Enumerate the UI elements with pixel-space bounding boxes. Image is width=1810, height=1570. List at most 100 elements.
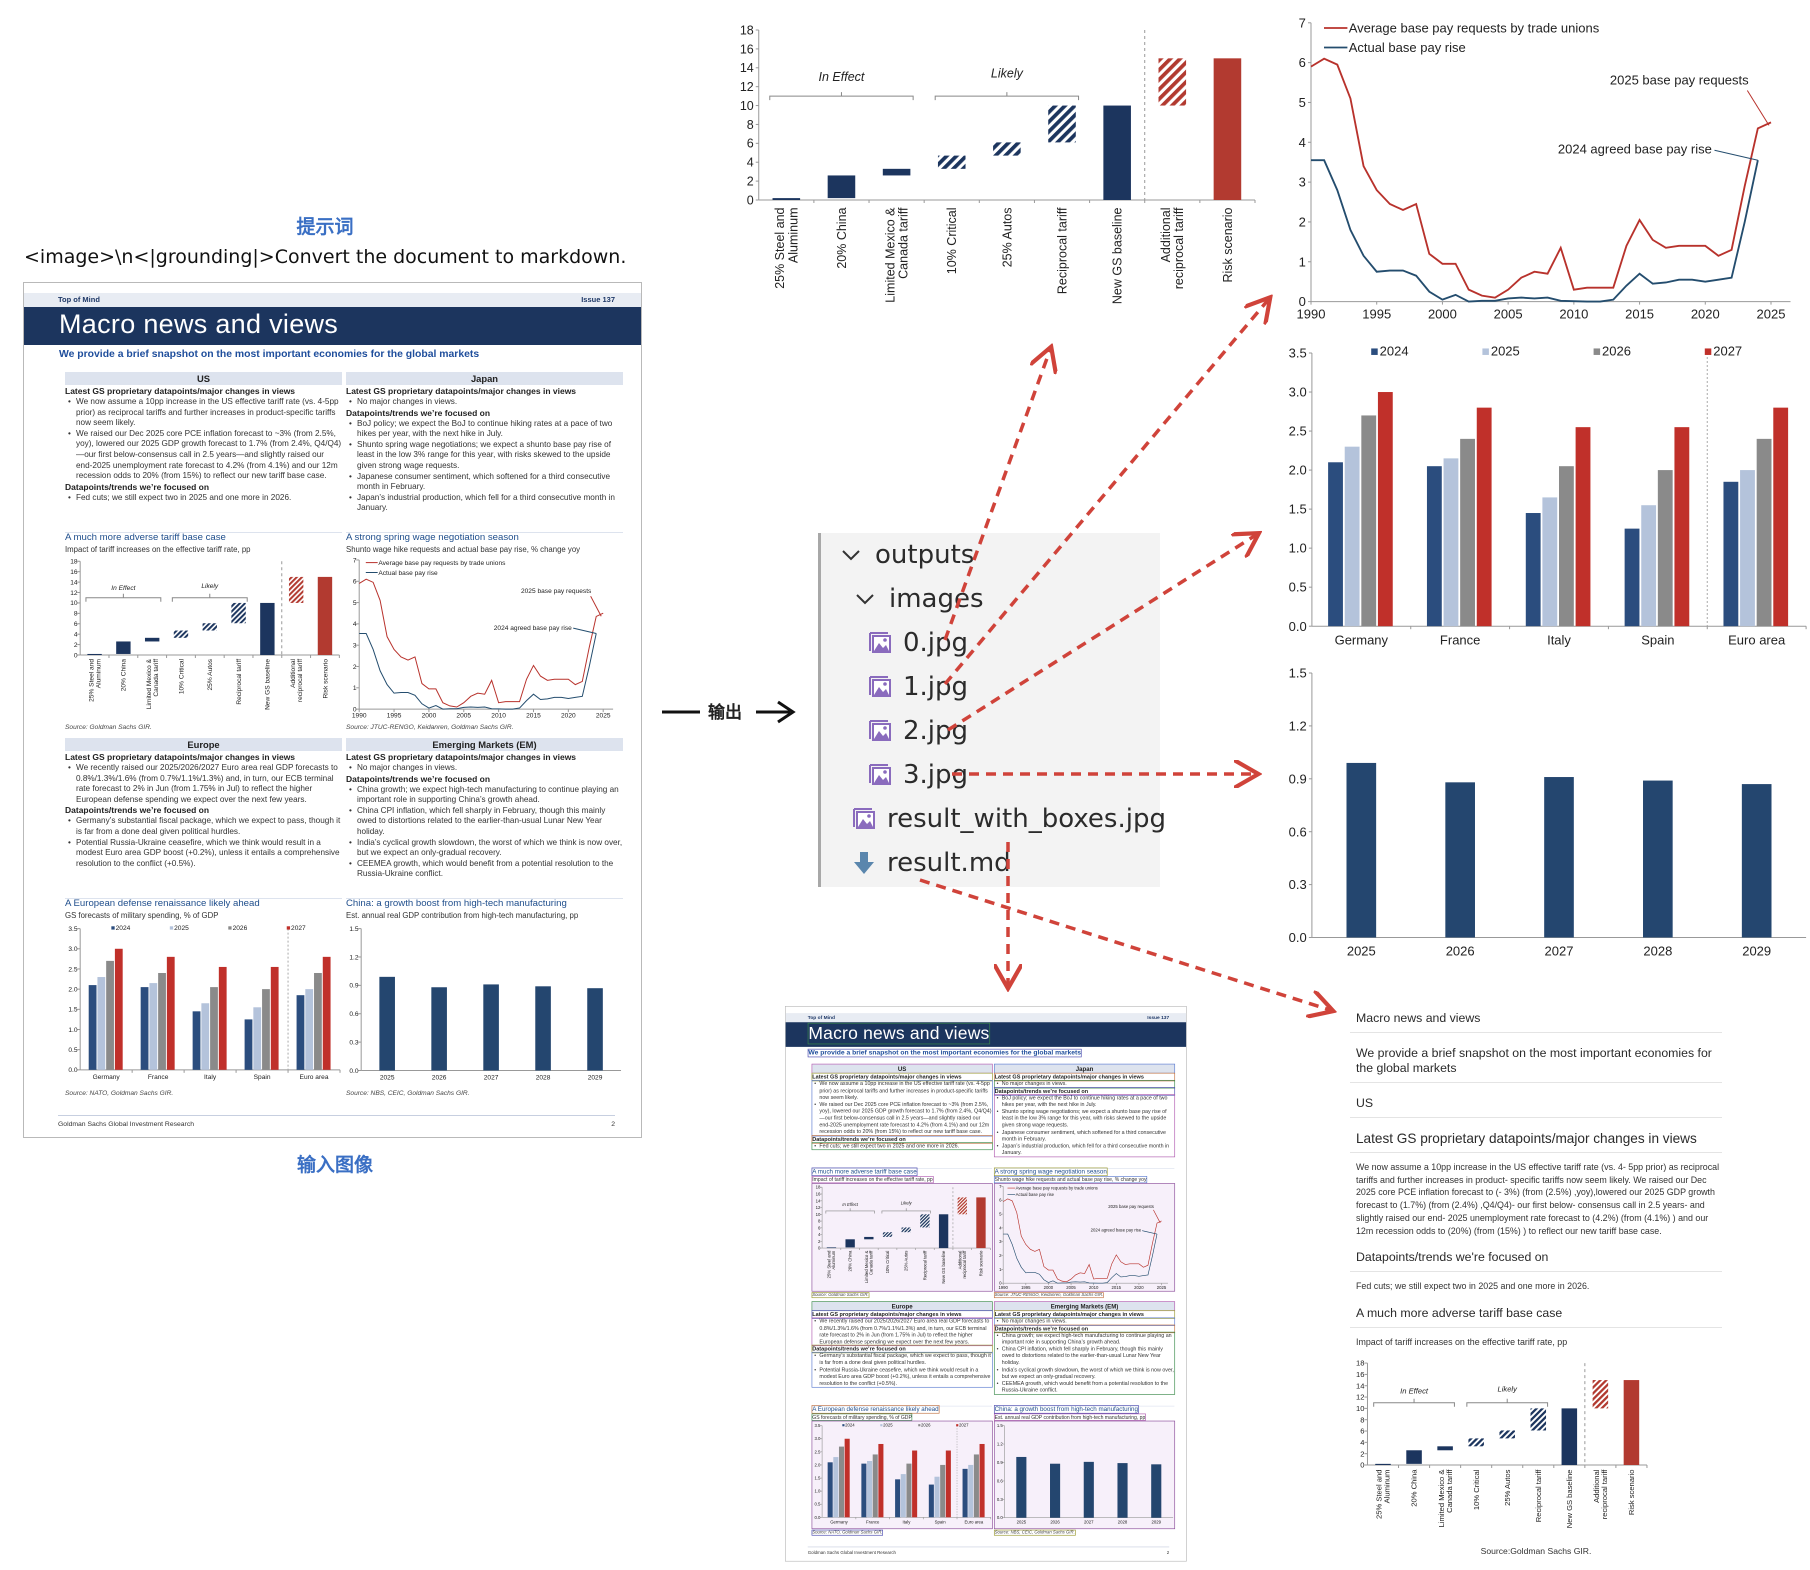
legend-label: 2026	[233, 925, 248, 932]
block-heading: Latest GS proprietary datapoints/major c…	[993, 1310, 1176, 1319]
y-tick-label: 1.5	[1289, 666, 1307, 681]
bar	[288, 576, 304, 603]
x-tick-label: 2025	[1017, 1520, 1027, 1525]
x-tick-label: 25% Steel and	[827, 1250, 832, 1278]
bullet-item: We recently raised our 2025/2026/2027 Eu…	[65, 763, 342, 805]
bullet-item: No major changes in views.	[346, 763, 623, 774]
file-tree-item-3-jpg[interactable]: 3.jpg	[867, 757, 968, 793]
section-chart: 0 2 4 6 8 10 12 14 16 18 25% Steel and Aluminum 20% …	[70, 559, 340, 710]
section-us: US Latest GS proprietary datapoints/major…	[65, 372, 342, 731]
bar	[906, 1463, 912, 1518]
bar	[149, 983, 158, 1070]
chevron-down-icon[interactable]	[853, 587, 877, 611]
file-tree-item-0-jpg[interactable]: 0.jpg	[867, 625, 968, 661]
x-tick-label: 2026	[1446, 944, 1475, 959]
bar	[296, 995, 305, 1070]
x-tick-label: reciprocal tariff	[297, 659, 304, 702]
bullet-item: We raised our Dec 2025 core PCE inflatio…	[65, 429, 342, 482]
bar	[838, 1446, 845, 1518]
bar	[1657, 470, 1673, 627]
x-tick-label: Aluminum	[786, 208, 800, 264]
x-tick-label: 2015	[526, 713, 541, 720]
annotation-arrow	[590, 595, 602, 617]
bar	[1773, 407, 1789, 627]
bullet-item: Potential Russia-Ukraine ceasefire, whic…	[65, 838, 342, 870]
y-tick-label: 7	[1299, 15, 1306, 30]
bullet-item: We now assume a 10pp increase in the US …	[812, 1081, 992, 1102]
section-body: Latest GS proprietary datapoints/major c…	[993, 1072, 1176, 1169]
bar	[912, 1450, 918, 1518]
chevron-down-icon[interactable]	[839, 543, 863, 567]
y-tick-label: 5	[1299, 95, 1306, 110]
legend-swatch	[918, 1424, 921, 1427]
y-tick-label: 2.0	[1289, 463, 1307, 478]
y-tick-label: 12	[70, 590, 78, 597]
annotation-arrow	[1153, 1209, 1161, 1224]
bullet-item: Potential Russia-Ukraine ceasefire, whic…	[812, 1367, 992, 1388]
bullet-list: We now assume a 10pp increase in the US …	[811, 1079, 993, 1137]
bullet-item: India’s cyclical growth slowdown, the wo…	[995, 1367, 1175, 1381]
x-tick-label: 2028	[536, 1075, 551, 1082]
text-block: Latest GS proprietary datapoints/major c…	[993, 1072, 1176, 1089]
file-tree-item-2-jpg[interactable]: 2.jpg	[867, 713, 968, 749]
x-tick-label: 2005	[456, 713, 471, 720]
group-bracket	[1373, 1398, 1455, 1407]
block-heading: Datapoints/trends we’re focused on	[811, 1345, 993, 1354]
bullet-item: We recently raised our 2025/2026/2027 Eu…	[812, 1318, 992, 1346]
y-tick-label: 2.0	[68, 986, 77, 993]
bar	[945, 1450, 951, 1518]
block-heading: Datapoints/trends we’re focused on	[346, 773, 491, 784]
section-body: Latest GS proprietary datapoints/major c…	[65, 751, 342, 899]
file-tree-item-result_with_boxes-jpg[interactable]: result_with_boxes.jpg	[851, 801, 1166, 837]
x-tick-label: New GS baseline	[265, 659, 272, 710]
x-tick-label: 25% Autos	[904, 1251, 909, 1271]
x-tick-label: Limited Mexico &	[1437, 1469, 1446, 1527]
bar	[1674, 427, 1690, 627]
file-tree-label: images	[889, 584, 984, 614]
y-tick-label: 3.0	[68, 946, 77, 953]
bar	[116, 641, 131, 654]
bullet-list: No major changes in views.	[346, 397, 623, 408]
bar	[993, 142, 1021, 156]
x-tick-label: 1990	[1297, 307, 1326, 322]
issue-number: Issue 137	[1147, 1014, 1170, 1021]
bar	[827, 175, 856, 199]
bar	[772, 198, 801, 200]
doc-subtitle: We provide a brief snapshot on the most …	[807, 1048, 1082, 1058]
section-header: US	[65, 372, 342, 385]
file-tree-item-1-jpg[interactable]: 1.jpg	[867, 669, 968, 705]
bar	[1476, 407, 1492, 627]
text-block: Datapoints/trends we’re focused onGerman…	[65, 805, 342, 869]
y-tick-label: 18	[70, 559, 78, 566]
bar	[1016, 1456, 1027, 1518]
text-block: Datapoints/trends we’re focused onChina …	[993, 1324, 1176, 1395]
y-tick-label: 4	[353, 621, 357, 628]
chart-subtitle: Shunto wage hike requests and actual bas…	[346, 545, 581, 554]
group-bracket	[1466, 1398, 1549, 1407]
bullet-list: We recently raised our 2025/2026/2027 Eu…	[811, 1317, 993, 1347]
section-body: Latest GS proprietary datapoints/major c…	[346, 385, 623, 533]
bullet-list: No major changes in views.	[993, 1317, 1176, 1326]
x-tick-label: Canada tariff	[1445, 1468, 1454, 1512]
md-heading: Macro news and views	[1350, 1006, 1722, 1033]
bar	[827, 1462, 833, 1518]
tariff-chart: 0 2 4 6 8 10 12 14 16 18 25% Steel and Aluminum 20% …	[740, 23, 1256, 304]
y-tick-label: 5	[999, 1212, 1002, 1217]
y-tick-label: 2.0	[814, 1462, 821, 1467]
file-tree-item-outputs[interactable]: outputs	[839, 537, 974, 573]
chart-source: Source: NBS, CEIC, Goldman Sachs GIR.	[993, 1529, 1076, 1536]
x-tick-label: New GS baseline	[1111, 207, 1125, 304]
file-tree-item-images[interactable]: images	[853, 581, 984, 617]
chart-source: Source: JTUC-RENGO, Keidanren, Goldman S…	[346, 724, 514, 731]
bar	[1103, 105, 1131, 200]
block-heading: Latest GS proprietary datapoints/major c…	[993, 1072, 1176, 1082]
bar	[158, 972, 166, 1070]
x-tick-label: Additional	[1159, 208, 1173, 263]
file-tree-item-result-md[interactable]: result.md	[851, 845, 1011, 881]
y-tick-label: 0	[1360, 1460, 1364, 1469]
x-tick-label: Reciprocal tariff	[236, 659, 243, 705]
bullet-item: Fed cuts; we still expect two in 2025 an…	[812, 1143, 992, 1150]
prompt-label: 提示词	[296, 216, 354, 238]
file-explorer-panel: outputs images 0.jpg 1.jpg 2.jpg 3.jpg result_…	[818, 533, 1166, 887]
